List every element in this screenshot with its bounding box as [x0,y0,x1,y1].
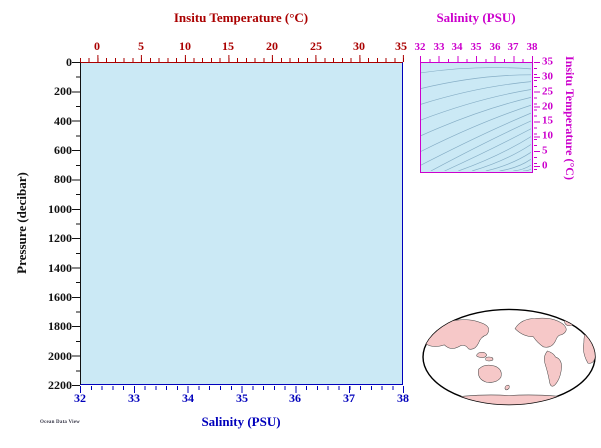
tick-label: 15 [222,39,234,53]
pressure-axis-minor-ticks [76,62,80,386]
temperature-axis-title: Insitu Temperature (°C) [173,10,309,25]
temperature-axis-minor-ticks [80,58,404,62]
tick-label: 34 [451,41,463,53]
watermark: Ocean Data View [40,420,80,425]
islands-indonesia [485,356,494,362]
tick-label: 600 [54,143,72,157]
tick-label: 20 [266,39,278,53]
tick-label: 10 [542,129,553,142]
station-map[interactable] [422,308,596,406]
tick-label: 36 [489,41,501,53]
ts-plot-canvas[interactable] [420,62,533,173]
tick-label: 15 [542,114,553,127]
tick-label: 35 [236,391,248,405]
ts-salinity-axis-minor-ticks [420,59,533,62]
tick-label: 38 [526,41,538,53]
tick-label: 37 [343,391,355,405]
tick-label: 0 [66,55,72,69]
tick-label: 1000 [48,202,72,216]
tick-label: 36 [289,391,301,405]
tick-label: 10 [179,39,191,53]
tick-label: 5 [542,144,548,157]
islands-new-zealand [504,384,510,391]
tick-label: 35 [542,55,553,68]
tick-label: 1600 [48,290,72,304]
tick-label: 25 [542,85,553,98]
tick-label: 25 [310,39,322,53]
ts-temperature-axis-minor-ticks [534,62,537,173]
continent-south-america [544,350,562,387]
tick-label: 30 [542,70,553,83]
tick-label: 35 [470,41,482,53]
tick-label: 35 [395,39,407,53]
tick-label: 800 [54,172,72,186]
continent-north-america [514,317,567,348]
tick-label: 2200 [48,378,72,392]
continent-australia [478,364,502,383]
islands-southeast-asia [476,352,488,358]
tick-label: 33 [128,391,140,405]
salinity-axis-minor-ticks [80,386,404,390]
tick-label: 200 [54,84,72,98]
tick-label: 2000 [48,349,72,363]
tick-label: 33 [433,41,445,53]
tick-label: 34 [182,391,194,405]
pressure-axis-title: Pressure (decibar) [14,172,29,274]
salinity-axis-title: Salinity (PSU) [201,414,281,429]
ts-salinity-axis-title: Salinity (PSU) [436,10,516,25]
tick-label: 400 [54,114,72,128]
ts-temperature-axis-title: Insitu Temperature (°C) [563,56,577,180]
tick-label: 5 [138,39,144,53]
tick-label: 32 [74,391,86,405]
tick-label: 38 [397,391,409,405]
tick-label: 1800 [48,319,72,333]
ts-temperature-axis-major-ticks [534,62,540,173]
tick-label: 1400 [48,261,72,275]
tick-label: 20 [542,100,553,113]
tick-label: 32 [414,41,426,53]
tick-label: 0 [542,159,548,172]
profile-plot-canvas[interactable] [80,62,403,385]
tick-label: 37 [507,41,519,53]
tick-label: 30 [353,39,365,53]
tick-label: 1200 [48,231,72,245]
isopycnal-contours [421,67,531,171]
tick-label: 0 [94,39,100,53]
